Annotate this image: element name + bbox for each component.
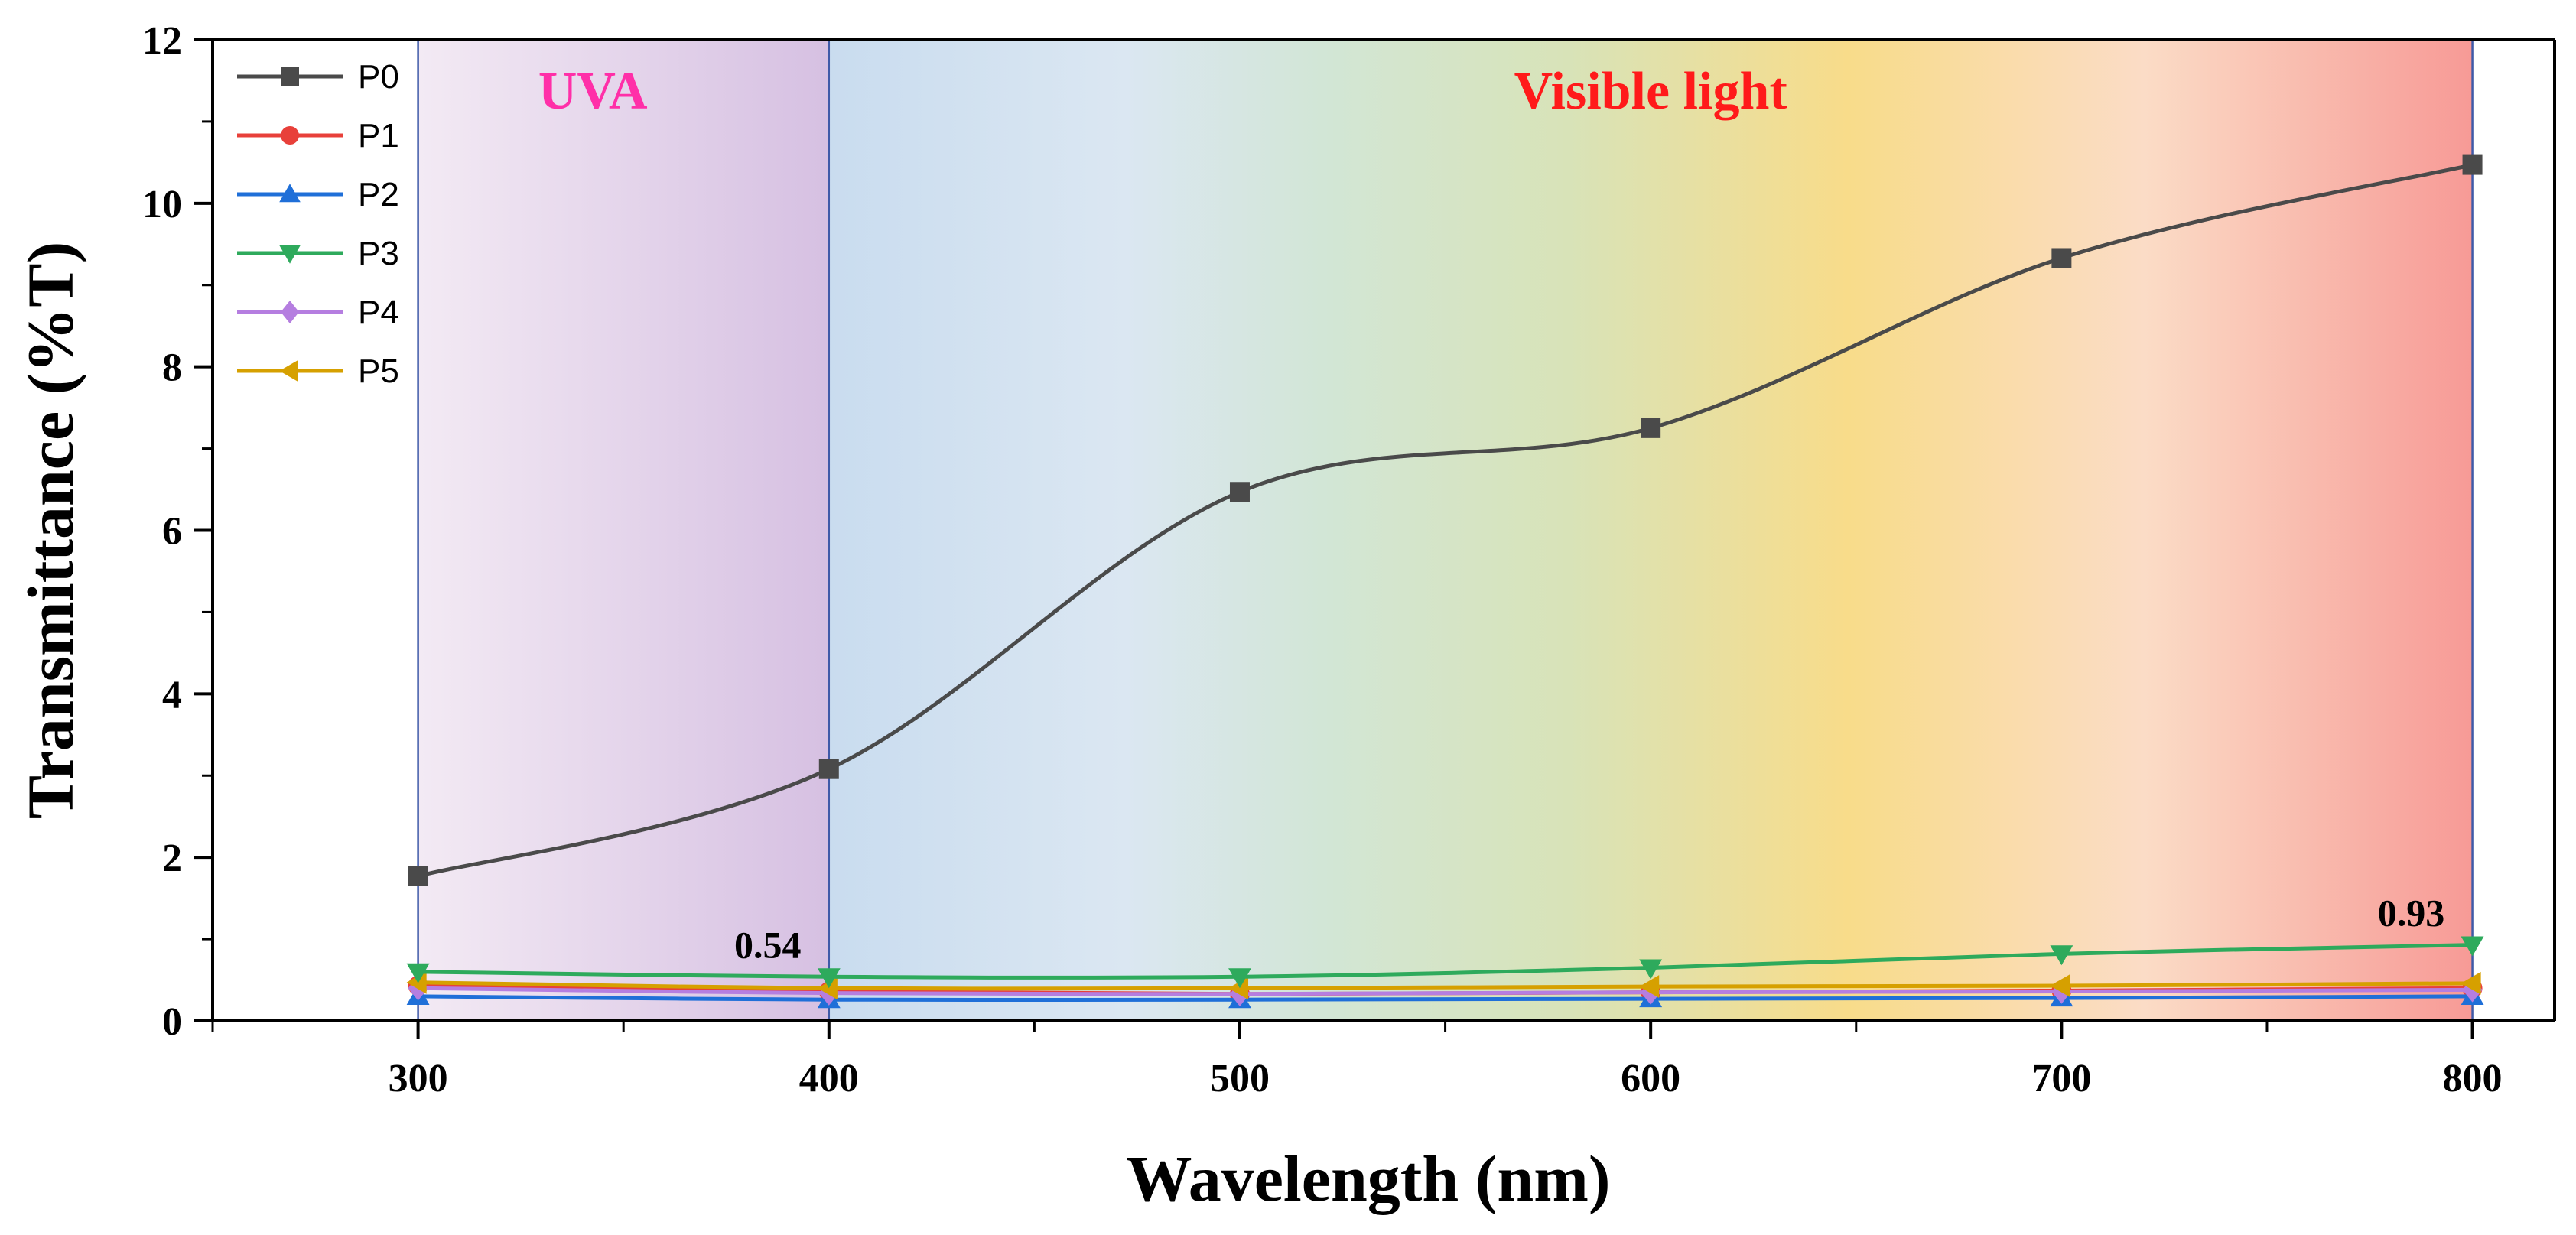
x-tick-label: 500 bbox=[1210, 1057, 1270, 1100]
region-band-visible bbox=[828, 40, 2473, 1021]
data-point-p0 bbox=[2051, 248, 2072, 268]
legend-label: P5 bbox=[358, 353, 399, 390]
data-point-p3 bbox=[1639, 959, 1663, 980]
data-point-p0 bbox=[1641, 418, 1661, 438]
x-tick-label: 300 bbox=[389, 1057, 448, 1100]
data-point-p0 bbox=[1229, 482, 1250, 502]
data-point-p5 bbox=[1228, 977, 1249, 1000]
data-point-p0 bbox=[818, 759, 839, 779]
data-point-p3 bbox=[1228, 968, 1251, 989]
series-line-p3 bbox=[418, 943, 2473, 980]
legend-marker bbox=[279, 184, 301, 203]
series-line-p0 bbox=[417, 163, 2474, 879]
legend-label: P0 bbox=[358, 58, 399, 96]
y-tick-label: 6 bbox=[162, 510, 182, 554]
legend-marker bbox=[279, 360, 298, 382]
data-point-p3 bbox=[2050, 945, 2073, 966]
x-tick-label: 800 bbox=[2443, 1057, 2503, 1100]
series-p3 bbox=[406, 936, 2484, 989]
y-axis-title: Transmittance (%T) bbox=[14, 242, 87, 820]
series-line-p4 bbox=[418, 986, 2473, 996]
data-point-p3 bbox=[817, 968, 841, 989]
legend-item-p3: P3 bbox=[237, 235, 399, 272]
annotation-label: 0.54 bbox=[734, 923, 802, 966]
x-axis-title: Wavelength (nm) bbox=[1126, 1142, 1610, 1215]
series-p0 bbox=[408, 154, 2483, 886]
legend-item-p2: P2 bbox=[237, 176, 399, 213]
legend-label: P2 bbox=[358, 176, 399, 213]
data-point-p3 bbox=[406, 963, 430, 983]
legend-marker bbox=[279, 245, 301, 264]
y-tick-label: 8 bbox=[162, 346, 182, 390]
legend-item-p0: P0 bbox=[237, 58, 399, 96]
legend-item-p5: P5 bbox=[237, 353, 399, 390]
annotation-label: 0.93 bbox=[2378, 892, 2445, 934]
series-p5 bbox=[406, 970, 2481, 1000]
legend-item-p4: P4 bbox=[237, 294, 399, 331]
legend-marker bbox=[281, 126, 299, 145]
series-line-p2 bbox=[418, 994, 2473, 1003]
series-line-p5 bbox=[418, 980, 2473, 991]
legend-label: P4 bbox=[358, 294, 399, 331]
x-tick-label: 700 bbox=[2031, 1057, 2091, 1100]
legend-item-p1: P1 bbox=[237, 117, 399, 154]
legend-marker bbox=[281, 301, 299, 323]
data-point-p3 bbox=[2461, 936, 2484, 957]
y-tick-label: 0 bbox=[162, 1000, 182, 1044]
y-tick-label: 10 bbox=[142, 183, 182, 226]
data-point-p0 bbox=[408, 866, 428, 886]
data-point-p5 bbox=[2050, 974, 2070, 997]
region-band-uva bbox=[418, 40, 829, 1021]
legend-label: P1 bbox=[358, 117, 399, 154]
x-tick-label: 600 bbox=[1621, 1057, 1680, 1100]
y-tick-label: 2 bbox=[162, 837, 182, 880]
data-point-p5 bbox=[1639, 975, 1660, 999]
data-point-p0 bbox=[2462, 154, 2483, 175]
region-label-visible: Visible light bbox=[1514, 62, 1787, 121]
data-point-p5 bbox=[2461, 971, 2481, 995]
legend-label: P3 bbox=[358, 235, 399, 272]
y-tick-label: 4 bbox=[162, 673, 182, 717]
data-point-p5 bbox=[817, 977, 838, 1000]
y-tick-label: 12 bbox=[142, 19, 182, 63]
region-label-uva: UVA bbox=[538, 62, 648, 121]
legend-marker bbox=[281, 67, 299, 86]
x-tick-label: 400 bbox=[799, 1057, 859, 1100]
